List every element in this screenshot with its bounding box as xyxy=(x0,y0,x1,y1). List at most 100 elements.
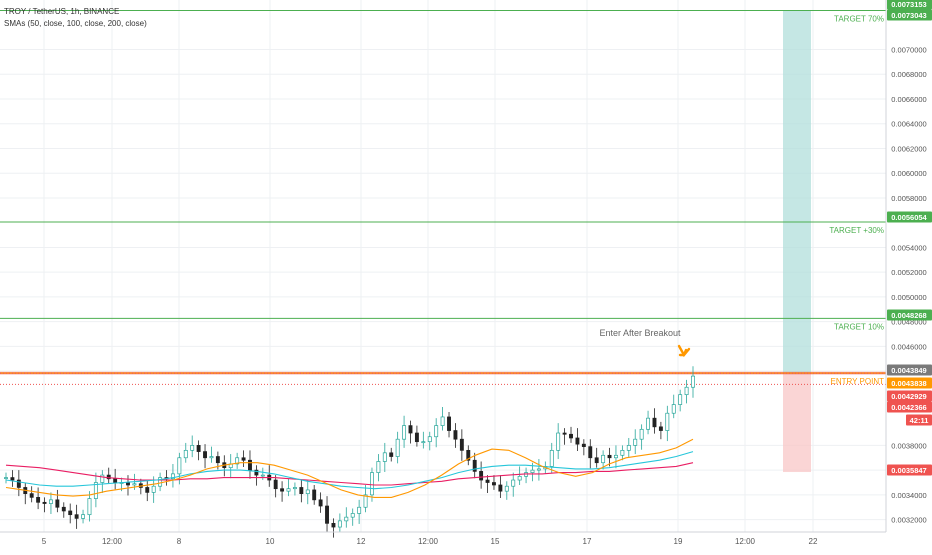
candle[interactable] xyxy=(581,443,586,447)
candle[interactable] xyxy=(569,433,573,439)
candle[interactable] xyxy=(414,432,419,443)
sma100-line[interactable] xyxy=(5,451,694,490)
candle[interactable] xyxy=(68,510,73,516)
candle[interactable] xyxy=(601,454,606,464)
candle[interactable] xyxy=(614,454,618,459)
candle[interactable] xyxy=(504,485,509,492)
candle[interactable] xyxy=(511,479,516,487)
candle[interactable] xyxy=(132,483,137,486)
candle[interactable] xyxy=(402,425,407,440)
candle[interactable] xyxy=(562,432,567,435)
candle[interactable] xyxy=(100,474,105,483)
candle[interactable] xyxy=(370,472,374,496)
candle[interactable] xyxy=(607,454,612,459)
candle[interactable] xyxy=(684,386,689,396)
candle[interactable] xyxy=(286,488,291,492)
candle[interactable] xyxy=(633,438,638,446)
candle[interactable] xyxy=(183,449,188,459)
candle[interactable] xyxy=(498,484,503,492)
candle[interactable] xyxy=(549,449,554,467)
risk-zone[interactable] xyxy=(783,373,811,473)
candle[interactable] xyxy=(337,520,342,528)
candle[interactable] xyxy=(485,479,490,483)
candle[interactable] xyxy=(678,394,683,405)
candle[interactable] xyxy=(81,514,85,519)
candle[interactable] xyxy=(325,505,329,524)
candle[interactable] xyxy=(344,516,349,522)
candle[interactable] xyxy=(280,488,285,492)
candle[interactable] xyxy=(241,457,246,461)
candle[interactable] xyxy=(395,438,400,457)
candle[interactable] xyxy=(530,469,535,473)
candle[interactable] xyxy=(492,482,496,486)
candle[interactable] xyxy=(665,412,670,431)
candle[interactable] xyxy=(305,489,310,494)
candle[interactable] xyxy=(427,436,432,443)
candle[interactable] xyxy=(536,468,541,471)
candle[interactable] xyxy=(36,497,41,503)
candle[interactable] xyxy=(459,438,464,451)
candle[interactable] xyxy=(215,456,220,464)
candle[interactable] xyxy=(671,404,676,414)
candle[interactable] xyxy=(376,461,381,473)
candle[interactable] xyxy=(331,522,336,528)
candle[interactable] xyxy=(260,474,265,477)
candle[interactable] xyxy=(588,446,593,459)
candle[interactable] xyxy=(93,482,98,499)
candle[interactable] xyxy=(646,417,651,430)
candle[interactable] xyxy=(4,477,8,479)
candle[interactable] xyxy=(196,445,201,452)
candle[interactable] xyxy=(29,493,34,498)
candle[interactable] xyxy=(292,487,297,490)
candle[interactable] xyxy=(312,489,317,501)
candle[interactable] xyxy=(575,437,580,445)
annotation-text[interactable]: Enter After Breakout xyxy=(599,328,681,338)
candle[interactable] xyxy=(61,506,66,512)
candle[interactable] xyxy=(434,425,439,438)
sma50-line[interactable] xyxy=(5,438,694,498)
candle[interactable] xyxy=(48,499,53,504)
candle[interactable] xyxy=(453,430,458,440)
candle[interactable] xyxy=(517,475,522,481)
candle[interactable] xyxy=(151,485,156,493)
candle[interactable] xyxy=(408,425,413,434)
candle[interactable] xyxy=(209,456,214,459)
reward-zone[interactable] xyxy=(783,10,811,374)
candle[interactable] xyxy=(177,457,182,475)
candle[interactable] xyxy=(318,499,323,507)
candle[interactable] xyxy=(652,417,657,428)
candle[interactable] xyxy=(55,499,60,508)
candle[interactable] xyxy=(479,471,484,481)
candle[interactable] xyxy=(357,506,362,514)
candle[interactable] xyxy=(74,514,79,519)
candle[interactable] xyxy=(421,441,426,444)
candle[interactable] xyxy=(556,432,561,451)
candle[interactable] xyxy=(248,459,252,471)
candle[interactable] xyxy=(170,473,175,480)
candle[interactable] xyxy=(363,494,368,508)
candle[interactable] xyxy=(113,478,118,483)
candle[interactable] xyxy=(87,498,92,516)
candle[interactable] xyxy=(472,459,477,472)
candle[interactable] xyxy=(16,479,21,488)
candle[interactable] xyxy=(42,501,47,504)
candle[interactable] xyxy=(626,445,631,451)
candle[interactable] xyxy=(145,487,150,493)
symbol-title[interactable]: TROY / TetherUS, 1h, BINANCE xyxy=(4,7,120,16)
candle[interactable] xyxy=(235,457,240,465)
candle[interactable] xyxy=(254,469,259,476)
candle[interactable] xyxy=(350,513,355,518)
candle[interactable] xyxy=(203,451,207,459)
candle[interactable] xyxy=(594,457,599,464)
candle[interactable] xyxy=(639,428,644,440)
candle[interactable] xyxy=(190,445,195,451)
candle[interactable] xyxy=(620,449,625,456)
price-axis[interactable] xyxy=(886,0,932,550)
candle[interactable] xyxy=(10,477,15,481)
candle[interactable] xyxy=(273,479,278,490)
sma200-line[interactable] xyxy=(5,462,694,486)
candle[interactable] xyxy=(158,477,163,487)
arrow-down-icon[interactable] xyxy=(677,344,691,358)
